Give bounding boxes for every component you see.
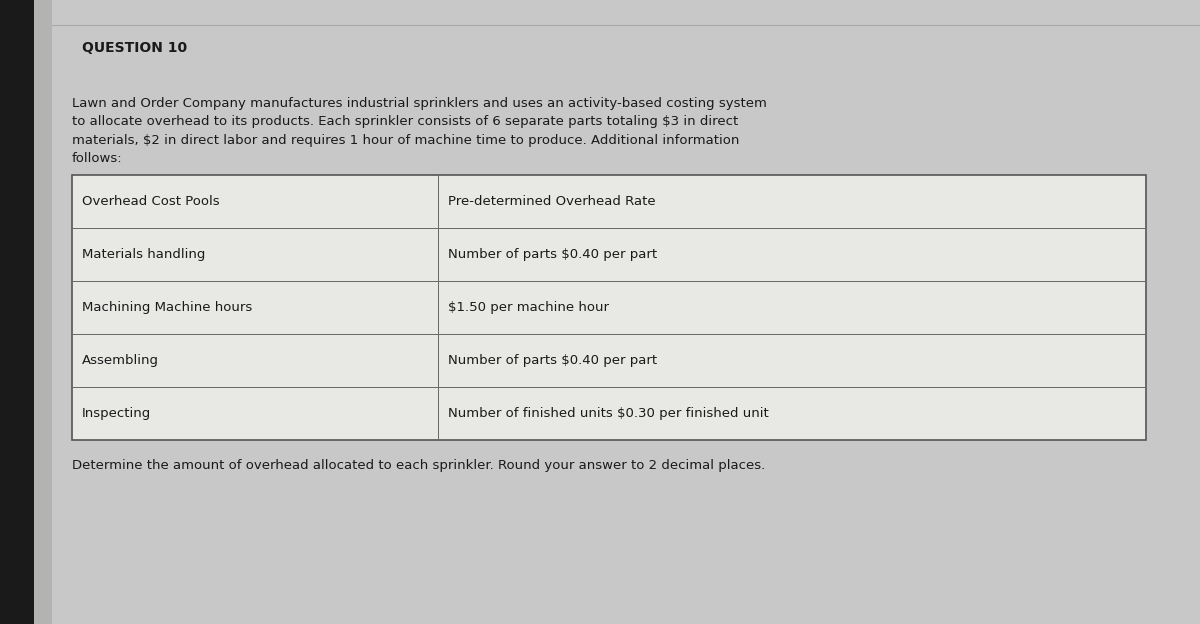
- Text: Number of parts $0.40 per part: Number of parts $0.40 per part: [448, 354, 656, 367]
- Text: Assembling: Assembling: [82, 354, 158, 367]
- Text: Pre-determined Overhead Rate: Pre-determined Overhead Rate: [448, 195, 655, 208]
- Text: Machining Machine hours: Machining Machine hours: [82, 301, 252, 314]
- Text: Number of parts $0.40 per part: Number of parts $0.40 per part: [448, 248, 656, 261]
- Text: Lawn and Order Company manufactures industrial sprinklers and uses an activity-b: Lawn and Order Company manufactures indu…: [72, 97, 767, 165]
- Text: QUESTION 10: QUESTION 10: [82, 41, 187, 54]
- Text: Overhead Cost Pools: Overhead Cost Pools: [82, 195, 220, 208]
- FancyBboxPatch shape: [34, 0, 52, 624]
- FancyBboxPatch shape: [0, 0, 34, 624]
- FancyBboxPatch shape: [72, 175, 1146, 440]
- Text: $1.50 per machine hour: $1.50 per machine hour: [448, 301, 608, 314]
- Text: Number of finished units $0.30 per finished unit: Number of finished units $0.30 per finis…: [448, 407, 768, 420]
- Text: Determine the amount of overhead allocated to each sprinkler. Round your answer : Determine the amount of overhead allocat…: [72, 459, 766, 472]
- Text: Materials handling: Materials handling: [82, 248, 205, 261]
- Text: Inspecting: Inspecting: [82, 407, 151, 420]
